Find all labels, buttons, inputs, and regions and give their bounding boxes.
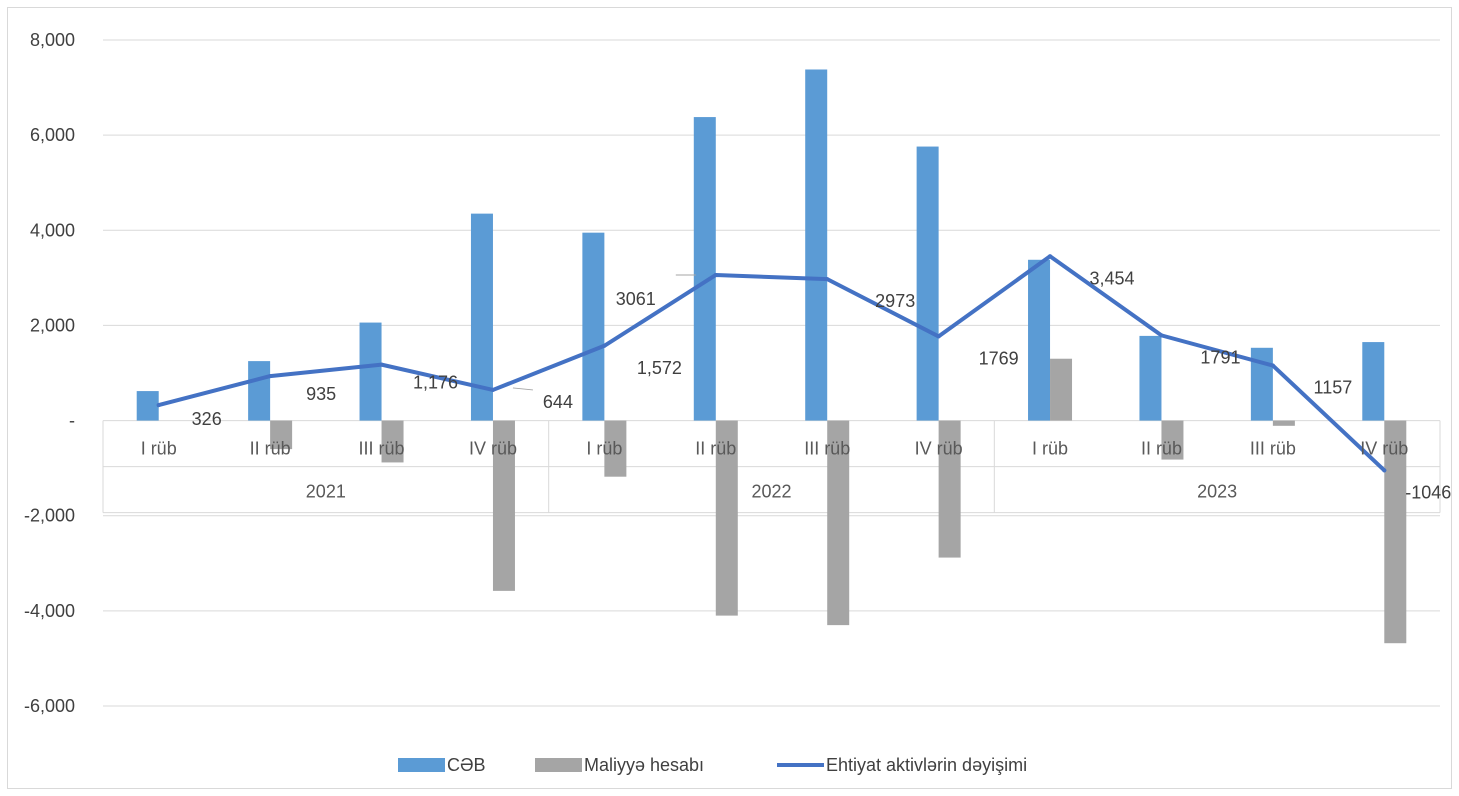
leader-line <box>512 387 534 391</box>
x-tick-label: III rüb <box>1250 439 1296 459</box>
line-point <box>156 403 161 408</box>
bar <box>1050 358 1073 421</box>
data-label: 1769 <box>979 348 1019 368</box>
bar <box>1272 420 1295 426</box>
bar <box>604 420 627 477</box>
data-label: 2973 <box>875 291 915 311</box>
data-label: 1791 <box>1200 347 1240 367</box>
bar <box>1161 420 1184 460</box>
y-tick-label: 8,000 <box>30 30 75 50</box>
x-tick-label: III rüb <box>804 439 850 459</box>
legend-label: CƏB <box>447 755 486 775</box>
line-point <box>379 362 384 367</box>
x-tick-label: IV rüb <box>469 439 517 459</box>
x-tick-label: II rüb <box>250 439 291 459</box>
x-tick-label: III rüb <box>359 439 405 459</box>
x-tick-label: II rüb <box>1141 439 1182 459</box>
bar <box>136 391 159 421</box>
group-label: 2022 <box>751 482 791 502</box>
bar <box>1028 259 1051 421</box>
y-tick-label: -4,000 <box>24 601 75 621</box>
data-label: 1157 <box>1314 378 1353 398</box>
data-label: 1,572 <box>637 358 682 378</box>
y-tick-label: -2,000 <box>24 506 75 526</box>
group-label: 2021 <box>306 482 346 502</box>
chart-frame <box>7 7 1452 789</box>
line-point <box>825 277 830 282</box>
line-series <box>156 254 1387 473</box>
bar <box>715 420 738 616</box>
bar <box>1139 335 1162 421</box>
group-label: 2023 <box>1197 482 1237 502</box>
x-tick-label: I rüb <box>1032 439 1068 459</box>
bar <box>916 146 939 421</box>
bar <box>582 232 605 421</box>
data-label: -1046 <box>1405 482 1451 502</box>
x-tick-label: I rüb <box>141 439 177 459</box>
bar <box>1362 342 1385 421</box>
bar <box>805 69 828 421</box>
y-tick-label: -6,000 <box>24 696 75 716</box>
data-label: 935 <box>306 384 336 404</box>
legend-swatch <box>398 758 445 772</box>
line-point <box>602 343 607 348</box>
y-tick-label: 4,000 <box>30 220 75 240</box>
line-point <box>1382 468 1387 473</box>
x-tick-label: IV rüb <box>915 439 963 459</box>
bar <box>827 420 850 626</box>
bar <box>693 117 716 421</box>
data-label: 644 <box>543 392 573 412</box>
x-tick-label: I rüb <box>586 439 622 459</box>
bar <box>470 213 493 421</box>
bar <box>270 420 293 450</box>
y-tick-label: 6,000 <box>30 125 75 145</box>
data-label: 1,176 <box>413 373 458 393</box>
legend-swatch <box>535 758 582 772</box>
y-tick-label: 2,000 <box>30 315 75 335</box>
bar <box>938 420 961 558</box>
y-tick-label: - <box>69 411 75 431</box>
bar <box>492 420 515 591</box>
line-point <box>490 387 495 392</box>
line-point <box>1159 333 1164 338</box>
legend-label: Ehtiyat aktivlərin dəyişimi <box>826 755 1027 775</box>
bar <box>359 322 382 421</box>
line-point <box>1270 363 1275 368</box>
line-point <box>936 334 941 339</box>
line-point <box>1048 254 1053 259</box>
x-tick-label: IV rüb <box>1360 439 1408 459</box>
bar <box>1384 420 1407 644</box>
x-tick-label: II rüb <box>695 439 736 459</box>
data-label: 3061 <box>616 289 656 309</box>
line-point <box>713 272 718 277</box>
line-point <box>268 374 273 379</box>
bar <box>381 420 404 463</box>
bar <box>248 361 271 421</box>
data-label: 3,454 <box>1090 268 1135 288</box>
legend-label: Maliyyə hesabı <box>584 755 704 775</box>
data-label: 326 <box>192 409 222 429</box>
